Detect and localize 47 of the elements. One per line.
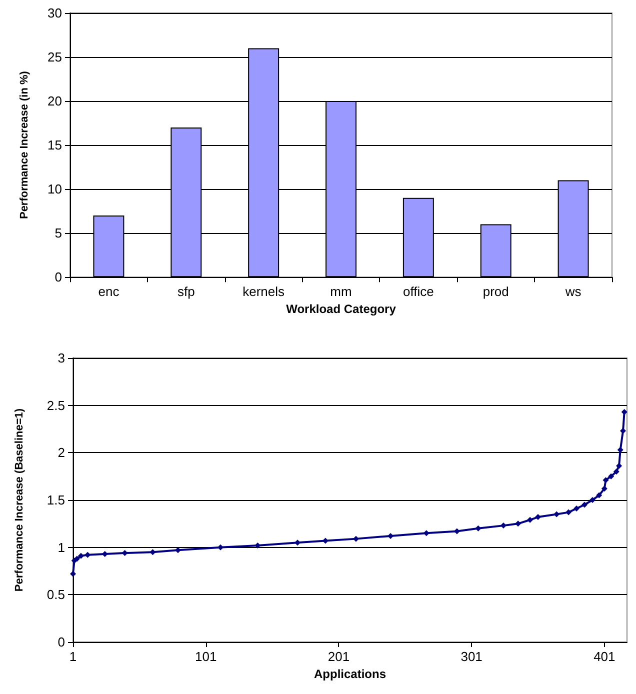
point bbox=[78, 552, 84, 559]
point bbox=[581, 502, 588, 508]
point bbox=[150, 549, 156, 556]
y-tick-label: 2.5 bbox=[46, 398, 65, 413]
y-tick-label: 0 bbox=[54, 270, 62, 285]
point bbox=[515, 520, 522, 527]
y-tick-label: 2 bbox=[58, 445, 65, 460]
x-tick-label: mm bbox=[330, 284, 352, 300]
y-tick-label: 1 bbox=[58, 540, 65, 555]
x-tick-label: enc bbox=[98, 284, 120, 300]
point bbox=[617, 446, 624, 453]
x-tick-label: sfp bbox=[177, 284, 195, 300]
point bbox=[596, 492, 602, 498]
point bbox=[554, 511, 560, 518]
point bbox=[613, 468, 620, 475]
x-tick-label: kernels bbox=[242, 284, 286, 300]
y-tick-label: 1.5 bbox=[46, 492, 65, 508]
y-tick-label: 10 bbox=[48, 182, 62, 197]
point bbox=[566, 509, 572, 516]
point bbox=[527, 516, 534, 523]
x-tick-label: prod bbox=[482, 284, 509, 300]
point bbox=[589, 497, 596, 503]
y-tick-label: 25 bbox=[48, 50, 62, 65]
y-tick-label: 30 bbox=[48, 6, 62, 20]
x-tick-label: ws bbox=[564, 284, 582, 300]
y-tick-label: 5 bbox=[54, 226, 62, 241]
y-tick-label: 20 bbox=[48, 94, 62, 109]
x-tick-label: 301 bbox=[460, 649, 482, 664]
x-tick-label: office bbox=[403, 284, 434, 300]
x-tick-label: 1 bbox=[69, 649, 77, 664]
point bbox=[608, 473, 614, 480]
y-tick-label: 3 bbox=[58, 350, 65, 366]
point bbox=[534, 514, 541, 520]
point bbox=[574, 506, 580, 512]
y-tick-label: 0.5 bbox=[46, 587, 65, 602]
point bbox=[621, 408, 628, 415]
x-axis-title: Workload Category bbox=[286, 302, 396, 316]
y-tick-label: 15 bbox=[48, 138, 62, 153]
x-tick-label: 101 bbox=[195, 649, 217, 664]
y-axis-title: Performance Increase (Baseline=1) bbox=[14, 408, 26, 592]
y-axis-title: Performance Increase (in %) bbox=[18, 70, 30, 220]
x-tick-label: 401 bbox=[594, 649, 616, 664]
y-tick-label: 0 bbox=[58, 634, 65, 650]
x-tick-label: 201 bbox=[328, 649, 350, 664]
point bbox=[601, 486, 608, 492]
x-axis-title: Applications bbox=[314, 666, 386, 681]
point bbox=[602, 477, 609, 484]
